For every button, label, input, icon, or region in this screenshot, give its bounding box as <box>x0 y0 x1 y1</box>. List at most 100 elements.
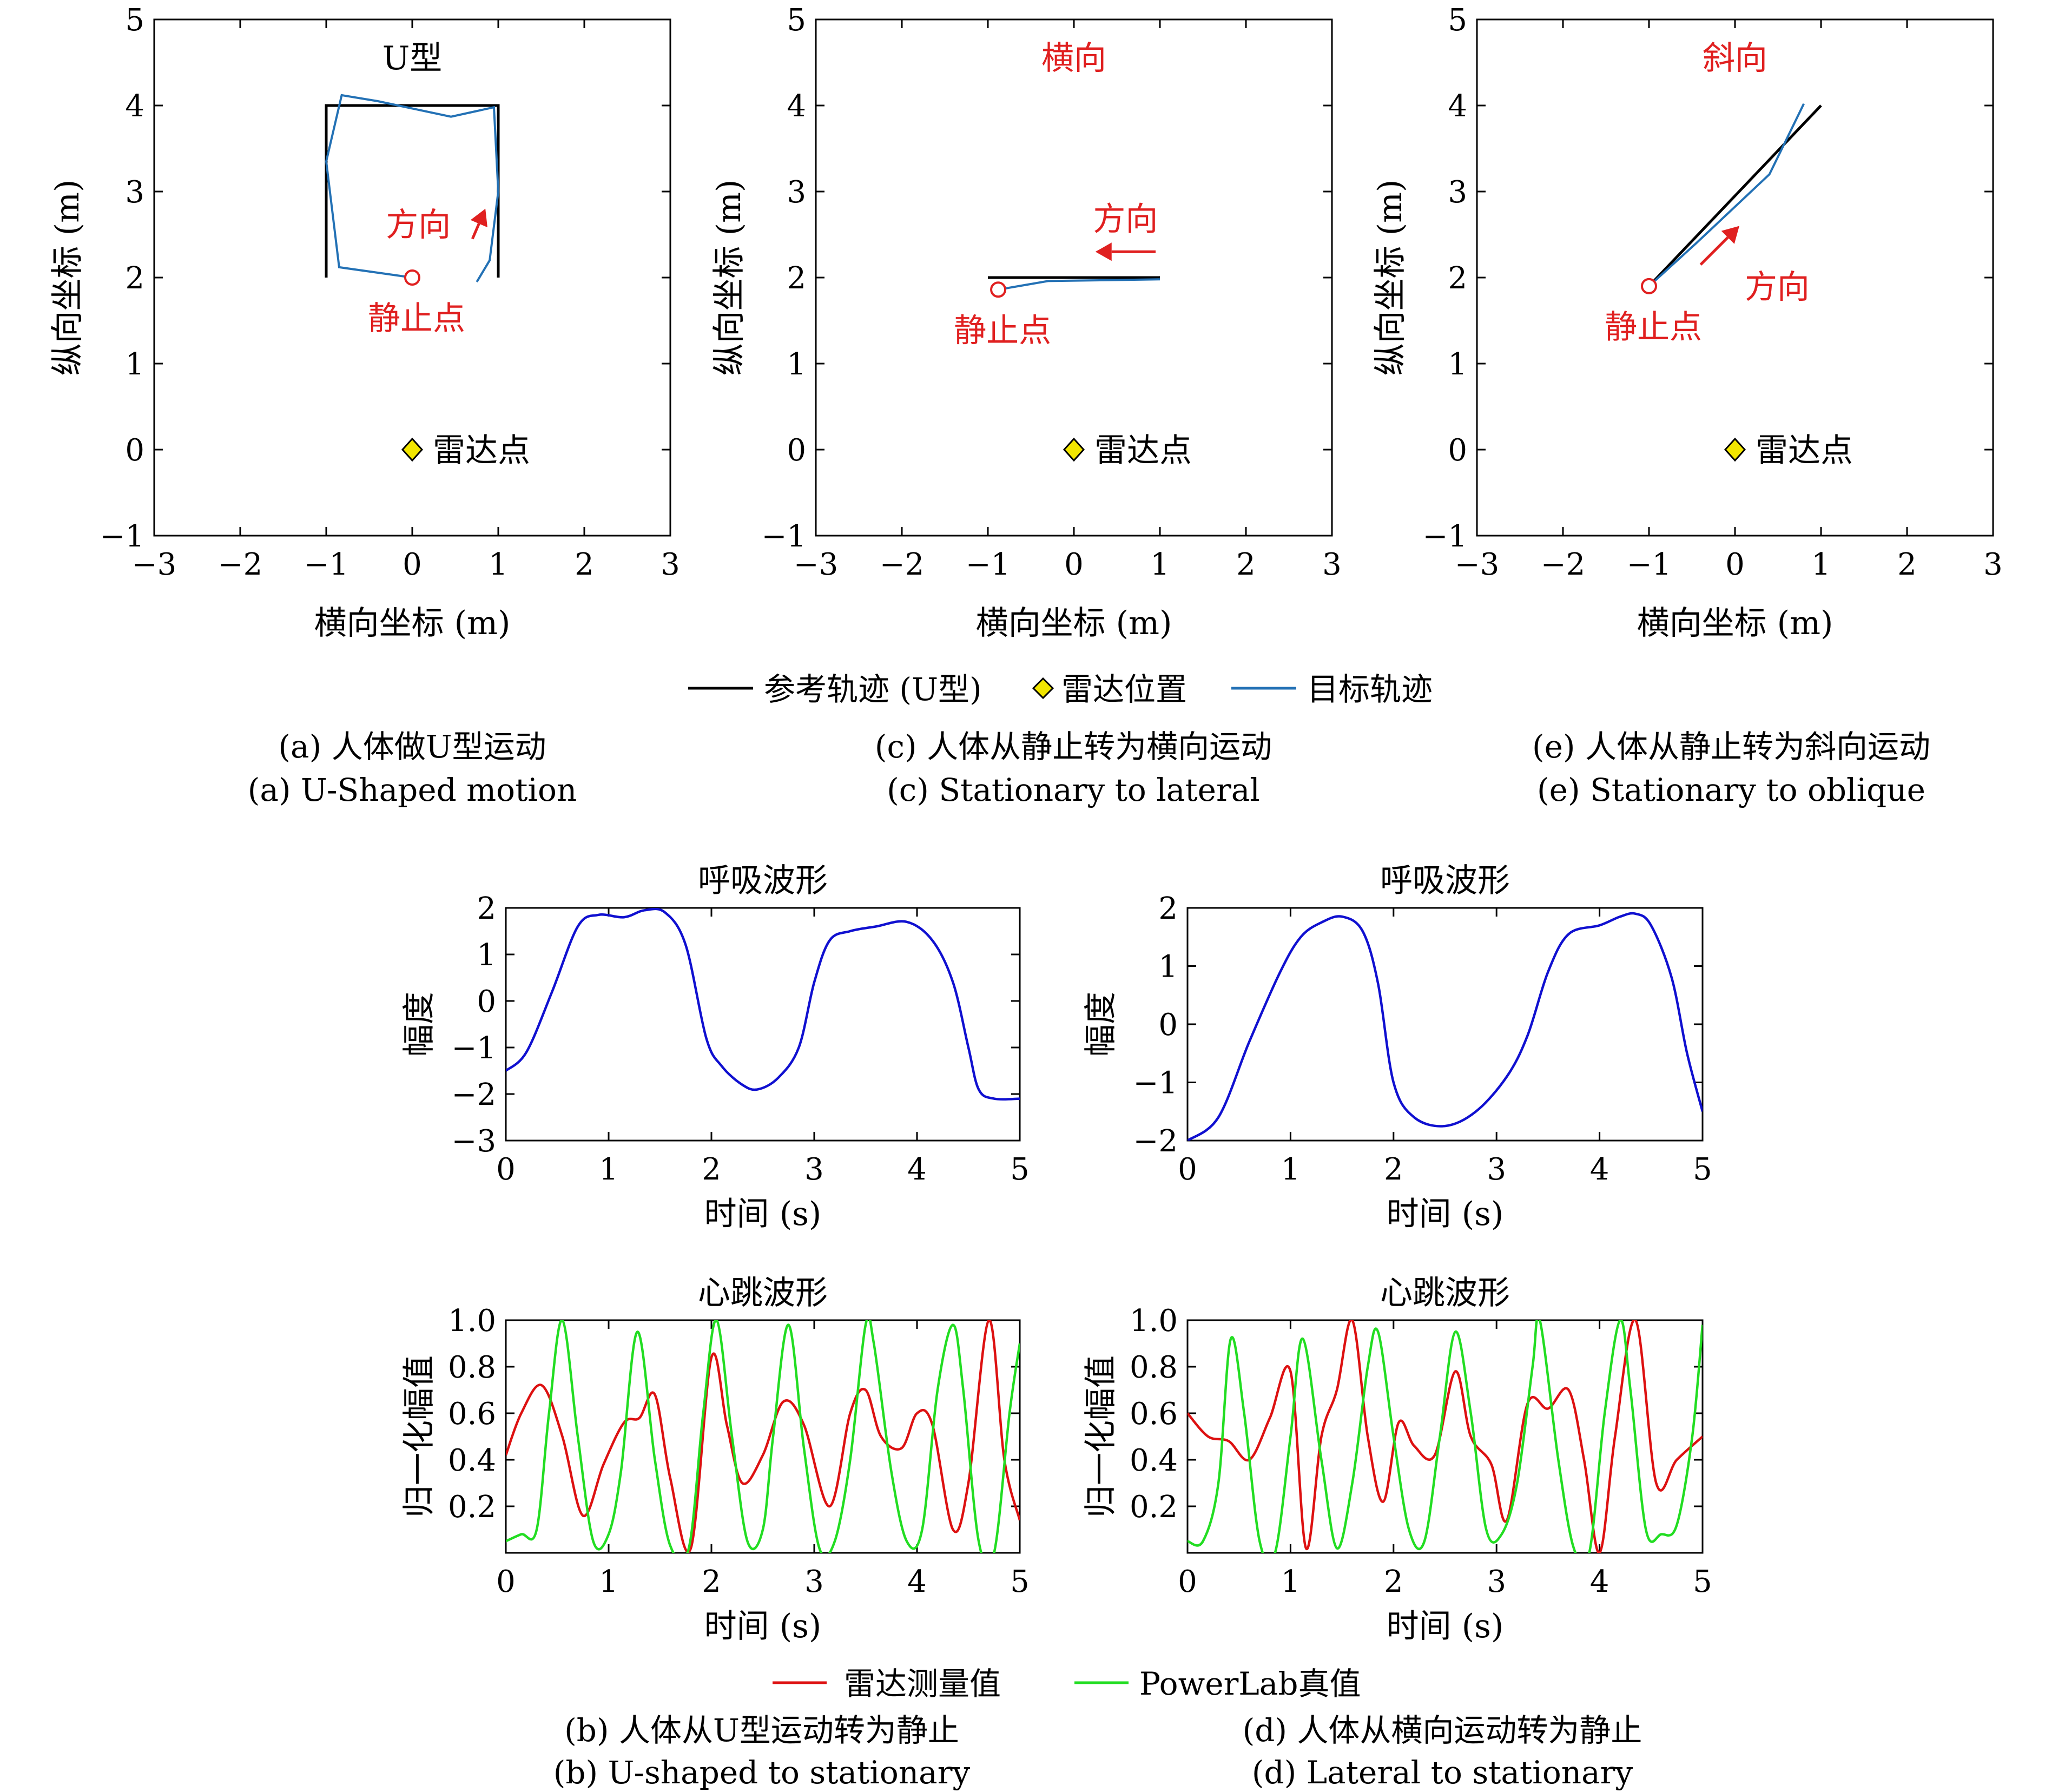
y-tick-label: 1 <box>477 938 496 973</box>
y-tick-label: −1 <box>1133 1066 1178 1101</box>
caption-b-cn: (b) 人体从U型运动转为静止 <box>564 1712 959 1749</box>
powerlab-truth-line <box>1188 1320 1703 1553</box>
x-tick-label: −1 <box>1627 547 1672 582</box>
direction-label: 方向 <box>1745 268 1810 306</box>
y-axis-label: 归一化幅值 <box>400 1355 438 1518</box>
y-tick-label: 0 <box>1158 1007 1178 1043</box>
radar-measurement-line <box>1188 1320 1703 1553</box>
y-tick-label: 1 <box>1158 950 1178 985</box>
y-tick-label: 4 <box>787 89 806 124</box>
powerlab-truth-line <box>506 1320 1020 1553</box>
chart-title: 横向 <box>1041 39 1106 77</box>
y-tick-label: 2 <box>1158 891 1178 926</box>
x-axis-label: 时间 (s) <box>704 1195 822 1233</box>
y-tick-label: 3 <box>125 175 144 210</box>
caption-a-en: (a) U-Shaped motion <box>248 772 577 808</box>
reference-trajectory-line <box>325 104 500 278</box>
x-tick-label: 4 <box>1590 1564 1609 1599</box>
x-tick-label: 2 <box>1236 547 1256 582</box>
x-tick-label: 2 <box>702 1152 721 1187</box>
x-tick-label: 0 <box>1064 547 1084 582</box>
y-axis-label: 幅度 <box>1082 992 1120 1057</box>
x-tick-label: 3 <box>1983 547 2003 582</box>
target-trajectory-line <box>325 94 500 283</box>
chart-b_heart: 0 1 2 3 4 5 0.2 0.4 0.6 0.8 1.0 时间 (s) 归一化幅值 心跳波形 <box>400 1274 1030 1645</box>
radar-point-marker <box>1063 437 1085 462</box>
direction-arrow-head <box>470 208 487 228</box>
x-tick-label: 2 <box>575 547 594 582</box>
radar-point-label: 雷达点 <box>1094 432 1192 470</box>
x-tick-label: −3 <box>1455 547 1500 582</box>
charts-layer: −3 −2 −1 0 1 2 3 −1 0 1 2 3 4 5 横向坐标 (m) 纵向坐标 (m) U型静止点雷… <box>49 3 2003 1645</box>
legend-radar-measure-label: 雷达测量值 <box>844 1665 1001 1702</box>
x-tick-label: 3 <box>804 1152 824 1187</box>
rest-point-marker <box>404 269 420 286</box>
caption-e-cn: (e) 人体从静止转为斜向运动 <box>1532 728 1930 765</box>
y-tick-label: −1 <box>1422 519 1467 554</box>
plot-frame <box>505 907 1021 1142</box>
plot-frame <box>505 1319 1021 1554</box>
x-tick-label: 5 <box>1010 1564 1030 1599</box>
x-tick-label: −1 <box>304 547 349 582</box>
x-tick-label: 1 <box>599 1152 618 1187</box>
y-axis-label: 归一化幅值 <box>1082 1355 1120 1518</box>
x-tick-label: 3 <box>661 547 680 582</box>
x-tick-label: 1 <box>1150 547 1170 582</box>
direction-arrow-shaft <box>471 223 480 240</box>
chart-title: U型 <box>382 39 443 77</box>
x-tick-label: −2 <box>218 547 263 582</box>
chart-d_breath: 0 1 2 3 4 5 −2 −1 0 1 2 时间 (s) 幅度 呼吸波形 <box>1082 862 1712 1233</box>
y-tick-label: 2 <box>125 261 144 296</box>
y-tick-label: −2 <box>1133 1124 1178 1159</box>
y-tick-label: 0.4 <box>1130 1443 1178 1478</box>
x-axis-label: 时间 (s) <box>1387 1607 1504 1645</box>
y-tick-label: 5 <box>787 3 806 38</box>
direction-arrow-shaft <box>1699 236 1729 266</box>
y-tick-label: 0.8 <box>448 1350 496 1385</box>
x-tick-label: −3 <box>132 547 177 582</box>
y-tick-label: 5 <box>125 3 144 38</box>
chart-c: −3 −2 −1 0 1 2 3 −1 0 1 2 3 4 5 横向坐标 (m) 纵向坐标 (m) 横向静止点雷… <box>710 3 1342 642</box>
radar-measurement-line <box>506 1320 1020 1553</box>
x-tick-label: 0 <box>1725 547 1745 582</box>
x-tick-label: 0 <box>496 1564 516 1599</box>
x-tick-label: 0 <box>1178 1564 1197 1599</box>
y-tick-label: 3 <box>1448 175 1467 210</box>
breath-waveform-line <box>1188 912 1703 1141</box>
rest-point-label: 静止点 <box>954 312 1051 350</box>
x-axis-label: 时间 (s) <box>704 1607 822 1645</box>
legend-powerlab-label: PowerLab真值 <box>1139 1665 1361 1702</box>
y-tick-label: 1 <box>787 347 806 382</box>
y-tick-label: 5 <box>1448 3 1467 38</box>
y-tick-label: 0.2 <box>448 1490 496 1525</box>
x-tick-label: −1 <box>966 547 1011 582</box>
plot-frame <box>1186 907 1704 1142</box>
reference-trajectory-line <box>1648 104 1822 287</box>
rest-point-label: 静止点 <box>368 300 465 338</box>
x-tick-label: 5 <box>1010 1152 1030 1187</box>
chart-a: −3 −2 −1 0 1 2 3 −1 0 1 2 3 4 5 横向坐标 (m) 纵向坐标 (m) U型静止点雷… <box>49 3 680 642</box>
y-tick-label: −1 <box>451 1031 496 1066</box>
x-tick-label: 4 <box>907 1152 927 1187</box>
legend-radar-marker <box>1032 677 1054 700</box>
caption-e-en: (e) Stationary to oblique <box>1537 772 1925 808</box>
rest-point-marker <box>1641 278 1657 294</box>
y-tick-label: 1 <box>1448 347 1467 382</box>
x-tick-label: 4 <box>907 1564 927 1599</box>
x-tick-label: 1 <box>489 547 508 582</box>
x-tick-label: 1 <box>599 1564 618 1599</box>
y-tick-label: 2 <box>1448 261 1467 296</box>
y-tick-label: 0 <box>1448 433 1467 468</box>
y-tick-label: 0.6 <box>1130 1396 1178 1432</box>
x-tick-label: 1 <box>1281 1564 1301 1599</box>
y-tick-label: 2 <box>477 891 496 926</box>
chart-title: 心跳波形 <box>1380 1274 1510 1312</box>
x-tick-label: 2 <box>702 1564 721 1599</box>
direction-arrow-head <box>1721 226 1739 244</box>
y-tick-label: −2 <box>451 1077 496 1112</box>
chart-title: 心跳波形 <box>698 1274 828 1312</box>
heart-legend: 雷达测量值 PowerLab真值 <box>773 1665 1361 1702</box>
y-tick-label: −3 <box>451 1124 496 1159</box>
caption-c-cn: (c) 人体从静止转为横向运动 <box>875 728 1272 765</box>
x-tick-label: 0 <box>403 547 422 582</box>
